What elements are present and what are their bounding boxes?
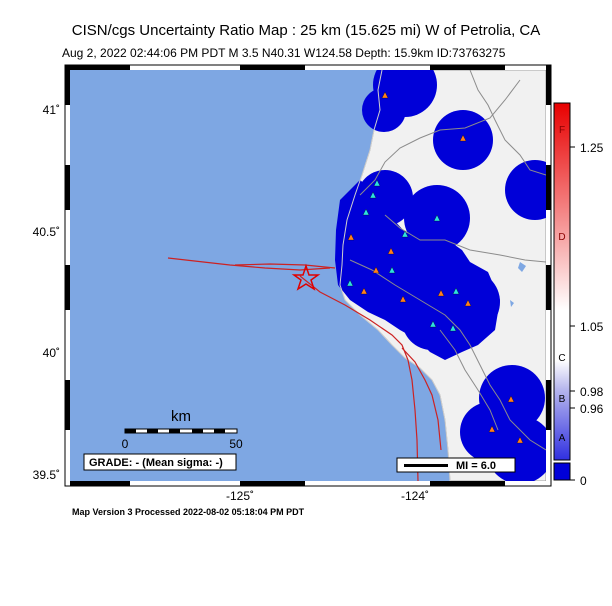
stations-cyan xyxy=(346,179,460,332)
station-marker xyxy=(372,266,380,274)
station-marker xyxy=(401,230,409,238)
station-marker xyxy=(369,191,377,199)
station-marker xyxy=(507,395,515,403)
colorbar-letter: A xyxy=(559,433,566,444)
lat-tick: 41˚ xyxy=(43,103,60,117)
station-marker xyxy=(362,208,370,216)
station-marker xyxy=(381,91,389,99)
map-title: CISN/cgs Uncertainty Ratio Map : 25 km (… xyxy=(71,22,541,39)
grade-label: GRADE: - (Mean sigma: -) xyxy=(89,457,223,469)
station-marker xyxy=(449,324,457,332)
station-marker xyxy=(459,134,467,142)
grade-box: GRADE: - (Mean sigma: -) xyxy=(83,453,237,471)
colorbar-letter: C xyxy=(558,353,565,364)
processed-footer: Map Version 3 Processed 2022-08-02 05:18… xyxy=(72,507,305,517)
colorbar-value: 1.05 xyxy=(580,320,604,334)
station-marker xyxy=(429,320,437,328)
colorbar-letter: F xyxy=(559,125,565,136)
station-marker xyxy=(488,425,496,433)
station-marker xyxy=(388,266,396,274)
colorbar-value: 0.98 xyxy=(580,385,604,399)
station-marker xyxy=(399,295,407,303)
colorbar-value: 0 xyxy=(580,474,587,488)
colorbar-letter: B xyxy=(559,394,566,405)
stations-orange xyxy=(347,91,524,444)
scale-bar-unit: km xyxy=(171,408,191,425)
county-borders xyxy=(349,70,546,451)
lat-tick: 40.5˚ xyxy=(33,225,60,239)
station-marker xyxy=(452,287,460,295)
event-subtitle: Aug 2, 2022 02:44:06 PM PDT M 3.5 N40.31… xyxy=(62,46,506,60)
scale-bar-start: 0 xyxy=(122,437,129,451)
mi-legend-label: MI = 6.0 xyxy=(456,460,496,472)
colorbar-value: 1.25 xyxy=(580,141,604,155)
station-marker xyxy=(464,299,472,307)
coastline xyxy=(339,70,451,481)
station-marker xyxy=(437,289,445,297)
station-marker xyxy=(346,279,354,287)
lon-tick: -125˚ xyxy=(226,489,254,503)
station-marker xyxy=(387,247,395,255)
lat-tick: 40˚ xyxy=(43,346,60,360)
station-marker xyxy=(433,214,441,222)
faults xyxy=(167,257,442,481)
station-marker xyxy=(516,436,524,444)
colorbar-letter: D xyxy=(558,232,565,243)
station-marker xyxy=(360,287,368,295)
lakes xyxy=(510,262,526,307)
scale-bar: km 0 50 xyxy=(122,408,243,451)
epicenter-star xyxy=(291,263,321,291)
frame-ticks xyxy=(65,65,551,486)
colorbar-value: 0.96 xyxy=(580,402,604,416)
scale-bar-end: 50 xyxy=(229,437,243,451)
axis-labels: 41˚ 40.5˚ 40˚ 39.5˚ -125˚ -124˚ xyxy=(33,103,429,503)
mi-legend: MI = 6.0 xyxy=(396,457,516,473)
station-marker xyxy=(347,233,355,241)
lat-tick: 39.5˚ xyxy=(33,468,60,482)
colorbar: F D C B A 1.25 1.05 0.98 0.96 0 xyxy=(553,102,604,488)
station-marker xyxy=(373,179,381,187)
lon-tick: -124˚ xyxy=(401,489,429,503)
